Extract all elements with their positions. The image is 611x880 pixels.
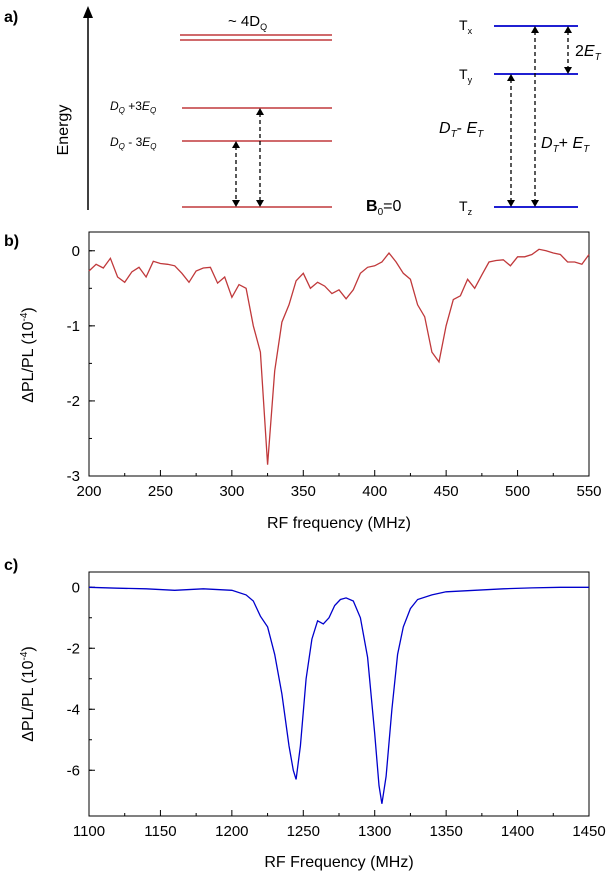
quartet-upper-label: DQ +3EQ bbox=[110, 99, 156, 115]
chart-b: b) 200 250 300 350 400 450 500 550 0 -1 -2 -3 RF f… bbox=[4, 231, 602, 532]
x-tick-label: 250 bbox=[148, 483, 173, 500]
b0-label: B0=0 bbox=[366, 198, 401, 218]
y-axis-label-b: ΔPL/PL (10-4) bbox=[19, 307, 37, 402]
d-plus-e-label: DT+ ET bbox=[541, 135, 590, 155]
panel-b-label: b) bbox=[4, 233, 19, 250]
x-tick-label: 450 bbox=[434, 483, 459, 500]
y-tick-label: -3 bbox=[67, 468, 80, 485]
tz-label: Tz bbox=[459, 198, 473, 217]
d-minus-e-label: DT- ET bbox=[439, 120, 484, 140]
y-tick-label: -4 bbox=[67, 701, 80, 718]
panel-a: a) Energy ~ 4DQ DQ +3EQ DQ - 3EQ B0=0 bbox=[4, 6, 602, 218]
x-tick-label: 1250 bbox=[287, 823, 320, 840]
y-axis-b: 0 -1 -2 -3 bbox=[67, 243, 95, 485]
tx-label: Tx bbox=[459, 17, 473, 36]
ty-label: Ty bbox=[459, 66, 473, 85]
x-axis-label-c: RF Frequency (MHz) bbox=[264, 854, 413, 871]
panel-c-label: c) bbox=[4, 557, 18, 574]
split-2e-label: 2ET bbox=[575, 43, 602, 63]
x-axis-b: 200 250 300 350 400 450 500 550 bbox=[76, 470, 602, 500]
energy-label: Energy bbox=[55, 105, 72, 156]
x-tick-label: 1400 bbox=[501, 823, 534, 840]
x-tick-label: 550 bbox=[576, 483, 601, 500]
x-tick-label: 350 bbox=[291, 483, 316, 500]
y-tick-label: -1 bbox=[67, 318, 80, 335]
triplet-transitions bbox=[507, 26, 572, 207]
x-axis-label-b: RF frequency (MHz) bbox=[267, 515, 411, 532]
x-tick-label: 1200 bbox=[215, 823, 248, 840]
series-line-b bbox=[88, 248, 590, 465]
y-tick-label: -6 bbox=[67, 762, 80, 779]
y-tick-label: 0 bbox=[72, 243, 80, 260]
x-tick-label: 1350 bbox=[429, 823, 462, 840]
series-line-c bbox=[88, 586, 589, 804]
y-tick-label: -2 bbox=[67, 640, 80, 657]
panel-a-label: a) bbox=[4, 9, 18, 26]
y-axis-c: 0 -2 -4 -6 bbox=[67, 579, 95, 779]
x-tick-label: 200 bbox=[76, 483, 101, 500]
x-tick-label: 1450 bbox=[572, 823, 605, 840]
y-axis-label-c: ΔPL/PL (10-4) bbox=[19, 646, 37, 741]
x-tick-label: 1150 bbox=[144, 823, 176, 840]
quartet-top-label: ~ 4DQ bbox=[228, 13, 267, 32]
quartet-lower-label: DQ - 3EQ bbox=[110, 135, 157, 151]
y-tick-label: 0 bbox=[72, 579, 80, 596]
quartet-levels bbox=[180, 34, 332, 208]
x-tick-label: 400 bbox=[362, 483, 387, 500]
energy-axis-arrowhead bbox=[83, 6, 93, 18]
chart-c: c) 1100 1150 1200 1250 1300 1350 1400 1450 0 -2 -… bbox=[4, 557, 606, 871]
x-tick-label: 1300 bbox=[358, 823, 391, 840]
plot-frame-b bbox=[88, 231, 590, 477]
x-tick-label: 500 bbox=[505, 483, 530, 500]
quartet-transitions bbox=[232, 108, 264, 207]
triplet-levels bbox=[494, 25, 578, 208]
plot-frame-c bbox=[88, 571, 590, 817]
x-tick-label: 300 bbox=[219, 483, 244, 500]
y-tick-label: -2 bbox=[67, 393, 80, 410]
x-tick-label: 1100 bbox=[73, 823, 105, 840]
x-axis-c: 1100 1150 1200 1250 1300 1350 1400 1450 bbox=[73, 810, 606, 840]
